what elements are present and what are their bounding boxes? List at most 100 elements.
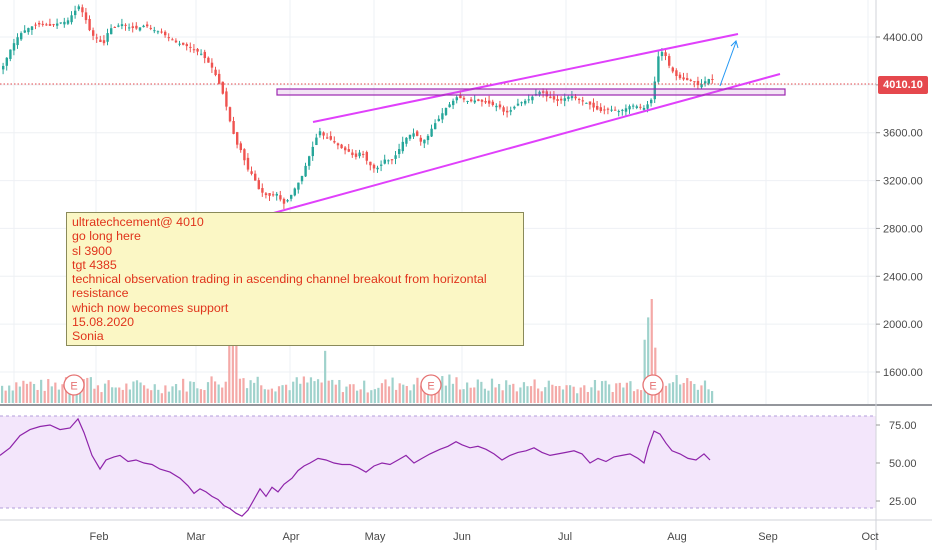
volume-bar xyxy=(114,387,117,403)
volume-bar xyxy=(427,388,430,403)
volume-bar xyxy=(25,383,29,403)
candle-body xyxy=(264,193,268,196)
candle-body xyxy=(372,164,376,169)
candle-body xyxy=(164,31,167,36)
note-line: sl 3900 xyxy=(72,243,112,258)
volume-bar xyxy=(174,384,178,403)
candle-body xyxy=(387,160,390,162)
candle-body xyxy=(239,143,242,151)
volume-bar xyxy=(437,383,440,403)
volume-bar xyxy=(111,387,114,403)
volume-bar xyxy=(668,383,671,403)
candle-body xyxy=(369,161,372,166)
volume-bar xyxy=(221,387,224,403)
candle-body xyxy=(574,96,577,99)
candle-body xyxy=(408,134,412,139)
volume-bar xyxy=(235,345,238,403)
candle-body xyxy=(509,110,512,112)
volume-bar xyxy=(11,390,14,403)
candle-body xyxy=(142,25,145,28)
candle-body xyxy=(74,10,77,16)
volume-bar xyxy=(469,387,472,403)
candle-body xyxy=(153,30,156,32)
candle-body xyxy=(585,102,588,104)
candle-body xyxy=(167,37,170,39)
earnings-icon xyxy=(420,374,442,396)
volume-bar xyxy=(366,392,369,403)
candle-body xyxy=(344,147,347,151)
volume-bar xyxy=(583,385,586,403)
volume-bar xyxy=(160,393,163,403)
note-line: 15.08.2020 xyxy=(72,315,135,330)
volume-bar xyxy=(696,389,699,403)
candle-body xyxy=(318,131,322,136)
candle-body xyxy=(423,139,426,144)
volume-bar xyxy=(405,385,408,403)
volume-bar xyxy=(579,387,582,403)
candle-body xyxy=(236,132,239,145)
volume-bar xyxy=(494,387,497,403)
volume-bar xyxy=(544,387,547,403)
candle-body xyxy=(92,30,95,36)
candle-body xyxy=(59,22,62,24)
candle-body xyxy=(2,65,5,70)
candle-body xyxy=(545,91,548,97)
candle-body xyxy=(113,26,116,28)
volume-bar xyxy=(476,379,479,403)
candle-body xyxy=(218,73,221,84)
y-tick-label: 3600.00 xyxy=(883,128,923,140)
candle-body xyxy=(329,136,332,140)
volume-bar xyxy=(671,382,675,403)
rsi-line xyxy=(0,417,711,517)
candle-body xyxy=(232,120,235,134)
volume-bar xyxy=(4,390,7,403)
candle-body xyxy=(228,107,232,122)
volume-bar xyxy=(135,380,139,403)
volume-bar xyxy=(363,380,366,403)
volume-bar xyxy=(29,381,32,403)
volume-bar xyxy=(615,383,618,403)
candle-body xyxy=(495,105,498,108)
volume-bar xyxy=(391,377,394,403)
candle-body xyxy=(686,78,689,81)
candle-body xyxy=(362,153,365,155)
candle-body xyxy=(632,105,635,107)
volume-bar xyxy=(100,392,103,403)
candle-body xyxy=(459,95,462,99)
candle-body xyxy=(401,141,404,152)
volume-bar xyxy=(455,377,458,403)
note-line: tgt 4385 xyxy=(72,257,117,272)
volume-bar xyxy=(398,383,401,403)
volume-bar xyxy=(373,389,376,403)
volume-bar xyxy=(54,382,57,403)
candle-body xyxy=(272,194,275,196)
candle-body xyxy=(128,27,131,29)
volume-bar xyxy=(277,386,281,403)
volume-bar xyxy=(537,388,540,403)
volume-bar xyxy=(618,382,621,403)
candle-body xyxy=(304,165,307,177)
candle-body xyxy=(477,99,480,102)
volume-bar xyxy=(320,382,323,403)
candle-body xyxy=(412,133,415,137)
candle-body xyxy=(77,6,80,10)
volume-bar xyxy=(288,390,291,403)
candle-body xyxy=(192,49,196,51)
volume-bar xyxy=(356,390,359,403)
candle-body xyxy=(711,78,714,80)
earnings-label: E xyxy=(70,381,77,393)
candle-body xyxy=(707,79,710,84)
candle-body xyxy=(426,135,430,141)
candle-body xyxy=(9,49,12,59)
earnings-label: E xyxy=(427,381,434,393)
volume-bar xyxy=(608,384,611,403)
candle-body xyxy=(588,101,592,105)
candle-body xyxy=(156,31,160,33)
x-tick-label: Jun xyxy=(453,531,471,543)
x-tick-label: Aug xyxy=(667,531,687,543)
earnings-icon xyxy=(642,374,664,396)
candle-body xyxy=(552,96,556,100)
volume-bar xyxy=(448,374,451,403)
volume-bar xyxy=(196,388,199,403)
candle-body xyxy=(560,98,563,101)
